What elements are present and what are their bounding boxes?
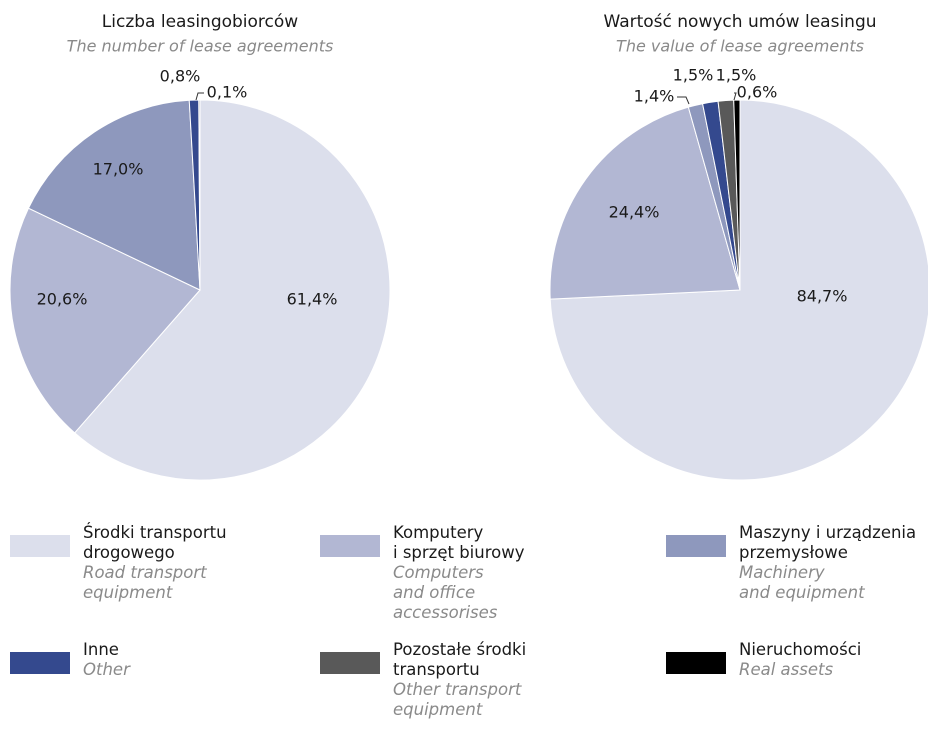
legend-item: Komputery i sprzęt biurowy Computers and of… (320, 523, 580, 633)
legend-label: Nieruchomości (739, 640, 862, 659)
pie-slice (733, 99, 741, 291)
legend-label: i sprzęt biurowy (393, 543, 525, 562)
legend-label: Maszyny i urządzenia (739, 523, 917, 542)
value-label: 0,6% (737, 83, 778, 102)
chart-subtitle: The value of lease agreements (616, 37, 864, 56)
value-label: 1,5% (716, 66, 757, 85)
legend-label: Środki transportu (83, 523, 227, 542)
legend-swatch (666, 652, 726, 674)
value-label: 24,4% (609, 203, 660, 222)
legend-item: Maszyny i urządzenia przemysłowe Machinery… (666, 523, 926, 633)
charts: Liczba leasingobiorców The number of leas… (9, 12, 928, 481)
legend-label: Komputery (393, 523, 484, 542)
legend-text: Nieruchomości Real assets (739, 640, 861, 680)
legend-swatch (320, 535, 380, 557)
legend-label-en: Machinery (739, 563, 825, 582)
legend-label-en: and office accessorises (393, 583, 498, 622)
value-label: 61,4% (287, 290, 338, 309)
leader-line (195, 92, 204, 101)
pie-slice (198, 99, 201, 291)
legend-text: Inne Other (83, 640, 130, 680)
value-label: 17,0% (93, 160, 144, 179)
value-label: 84,7% (797, 287, 848, 306)
value-label: 0,1% (207, 83, 248, 102)
legend-label: drogowego (83, 543, 175, 562)
chart-title: Liczba leasingobiorców (102, 12, 299, 32)
legend-label-en: equipment (83, 583, 173, 602)
legend-label: transportu (393, 660, 480, 679)
page: {"chart_data": [ {"type": "pie", "title"… (9, 12, 928, 719)
legend-label: przemysłowe (739, 543, 848, 562)
legend-swatch (320, 652, 380, 674)
value-label: 1,4% (634, 87, 675, 106)
value-label: 0,8% (160, 67, 201, 86)
pie-slice (549, 99, 928, 481)
legend-item: Pozostałe środki transportu Other transpor… (320, 640, 580, 750)
legend-label-en: Other transport (393, 680, 522, 699)
chart-title: Wartość nowych umów leasingu (603, 12, 876, 32)
legend-item: Nieruchomości Real assets (666, 640, 926, 750)
pie-slice (9, 207, 201, 434)
legend-label-en: and equipment (739, 583, 865, 602)
legend-label: Pozostałe środki (393, 640, 527, 659)
leader-line (733, 92, 737, 101)
legend-label-en: equipment (393, 700, 483, 719)
legend-label: Inne (83, 640, 119, 659)
legend-text: Maszyny i urządzenia przemysłowe Machinery… (739, 523, 916, 603)
legend-swatch (666, 535, 726, 557)
legend-swatch (10, 535, 70, 557)
legend-text: Pozostałe środki transportu Other transpor… (393, 640, 526, 720)
value-label: 1,5% (673, 66, 714, 85)
legend-swatch (10, 652, 70, 674)
legend-item: Środki transportu drogowego Road transport… (10, 523, 270, 633)
pie-slice (549, 106, 741, 300)
legend-label-en: Other (83, 660, 130, 679)
legend-label-en: Real assets (739, 660, 834, 679)
legend-item: Inne Other (10, 640, 270, 750)
chart-subtitle: The number of lease agreements (67, 37, 334, 56)
value-label: 20,6% (37, 290, 88, 309)
legend-text: Komputery i sprzęt biurowy Computers and of… (393, 523, 580, 623)
pie-slice (73, 99, 391, 481)
legend-label-en: Road transport (83, 563, 207, 582)
legend-text: Środki transportu drogowego Road transport… (83, 523, 227, 603)
legend-label-en: Computers (393, 563, 484, 582)
leader-line (677, 96, 690, 105)
pie-slice (27, 99, 201, 291)
